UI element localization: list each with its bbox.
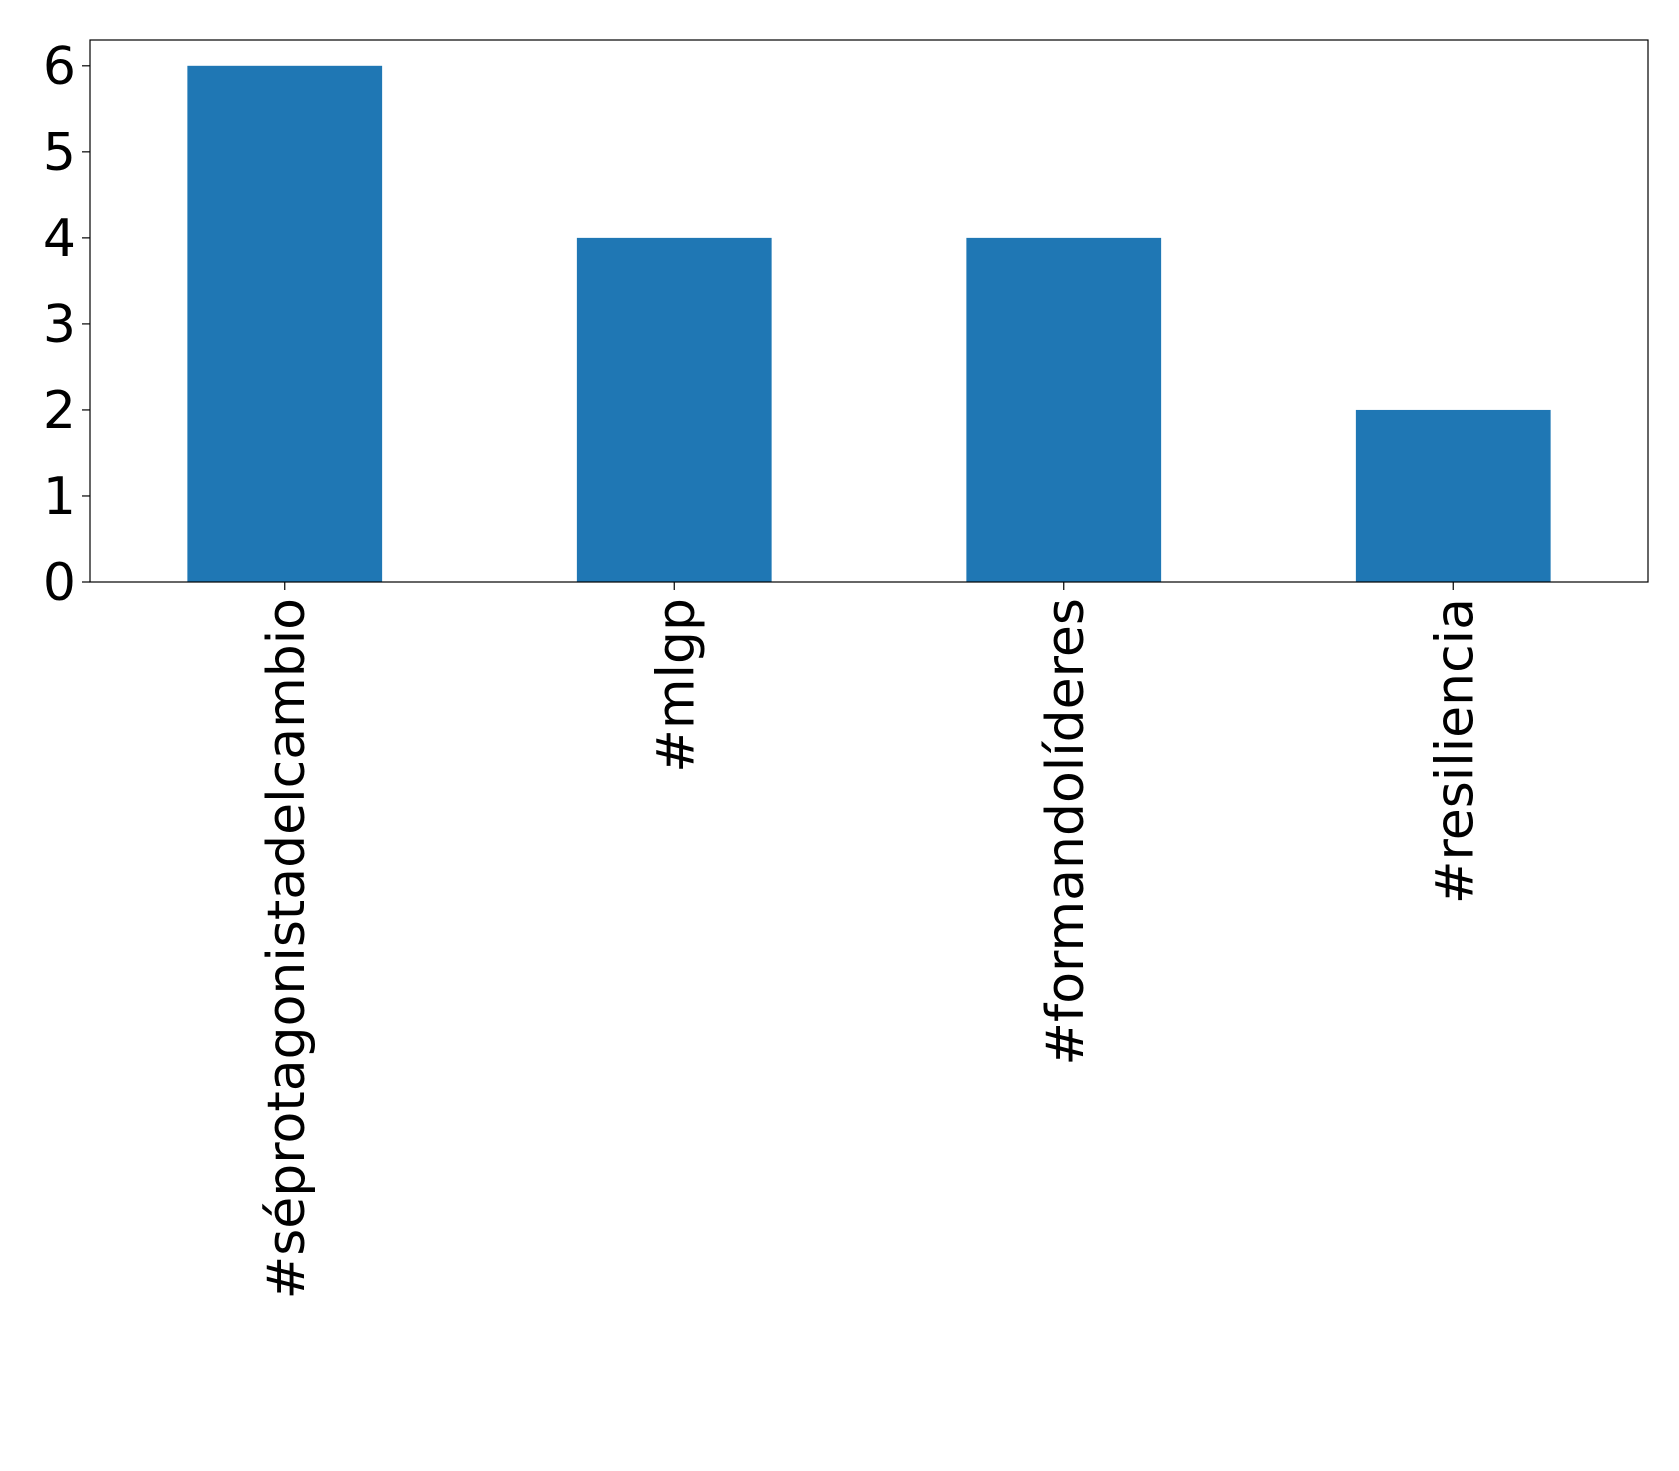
y-tick-label: 0 <box>43 553 76 613</box>
bar <box>966 237 1162 582</box>
bar <box>576 237 772 582</box>
x-tick-label: #formandolíderes <box>1036 598 1096 1066</box>
plot-frame <box>89 39 1649 583</box>
x-tick-label: #resiliencia <box>1425 598 1485 904</box>
y-tick-label: 2 <box>43 381 76 441</box>
y-tick-label: 5 <box>43 123 76 183</box>
y-tick-label: 1 <box>43 467 76 527</box>
bar <box>1355 409 1551 582</box>
y-tick-label: 4 <box>43 209 76 269</box>
x-tick-label: #séprotagonistadelcambio <box>257 598 317 1299</box>
y-tick-label: 3 <box>43 295 76 355</box>
bar <box>187 65 383 583</box>
x-tick-label: #mlgp <box>646 598 706 773</box>
y-tick-label: 6 <box>43 37 76 97</box>
